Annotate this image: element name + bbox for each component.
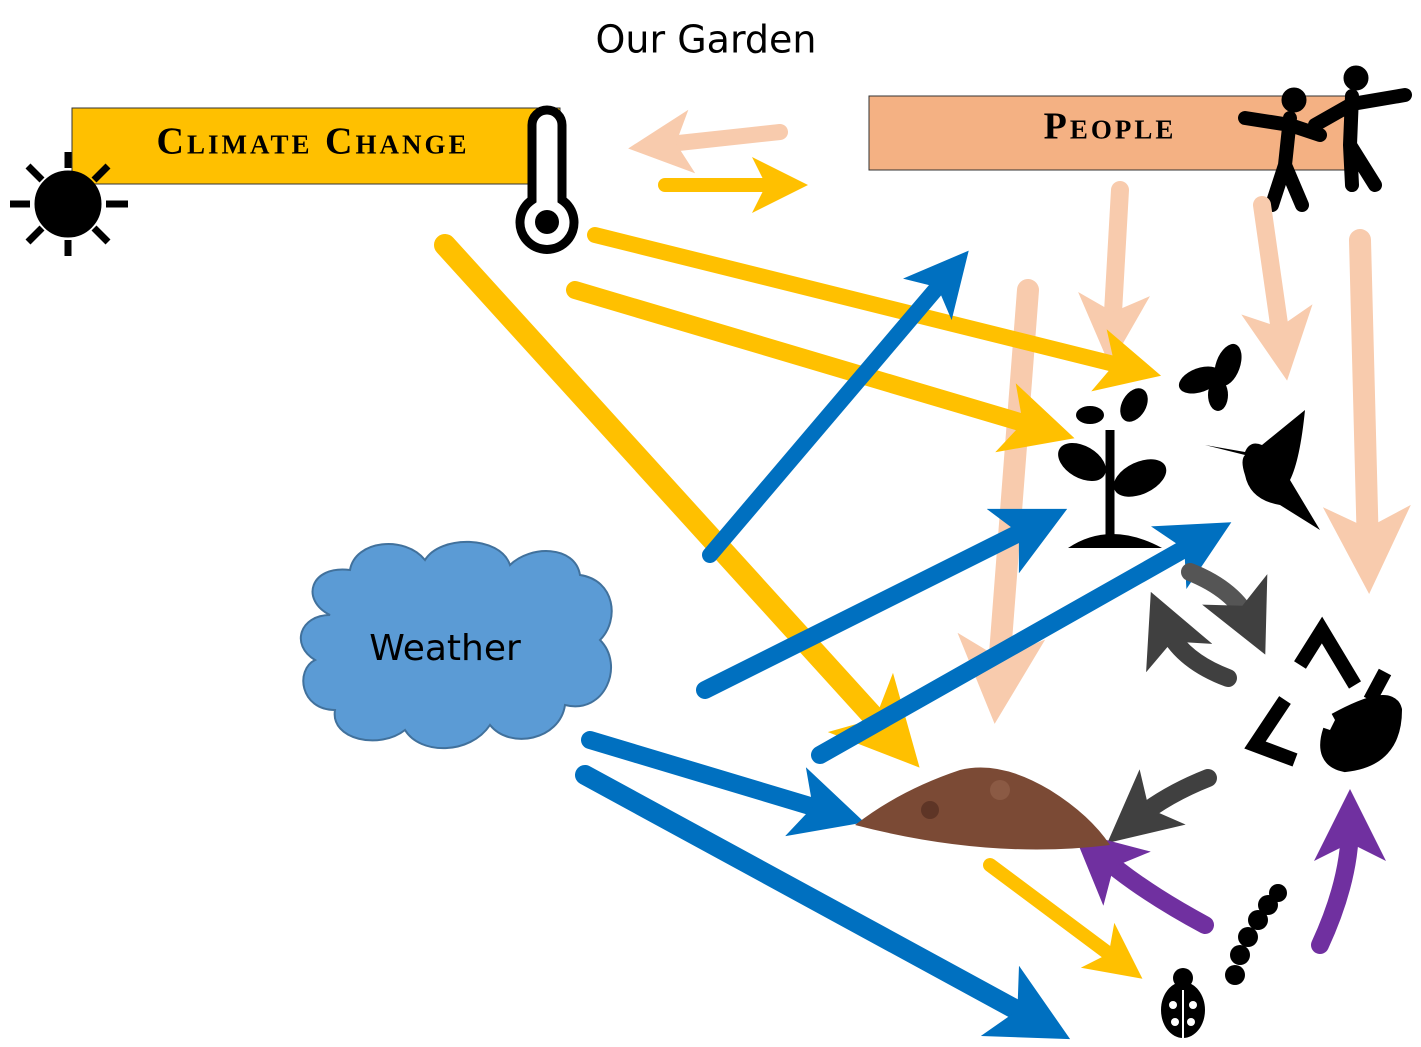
bird-icon [1205, 410, 1320, 530]
climate-label: Climate Change [157, 121, 470, 163]
arrow [1100, 855, 1205, 925]
soil-icon [855, 768, 1110, 850]
ladybug-icon [1161, 968, 1205, 1038]
recycle-icon [1255, 630, 1395, 765]
arrow [710, 275, 948, 555]
arrow [1262, 205, 1282, 345]
arrow [575, 290, 1040, 428]
title: Our Garden [596, 18, 817, 62]
arrow [1112, 190, 1120, 330]
thermometer-icon [520, 110, 574, 249]
butterfly-icon [1175, 340, 1247, 411]
arrow [1190, 572, 1250, 622]
arrow [1165, 625, 1228, 678]
plant-icon [1051, 383, 1172, 548]
arrow [990, 865, 1120, 962]
arrow [1360, 240, 1368, 550]
page: Our Garden Climate Change People Weather [0, 0, 1421, 1047]
arrow [595, 235, 1130, 368]
arrow [660, 132, 780, 145]
people-label: People [1044, 106, 1177, 148]
arrow [1135, 778, 1208, 820]
weather-label: Weather [369, 628, 521, 669]
weather-cloud: Weather [301, 542, 612, 748]
caterpillar-icon [1225, 884, 1287, 985]
arrow [1320, 825, 1350, 945]
diagram: Our Garden Climate Change People Weather [0, 0, 1421, 1047]
